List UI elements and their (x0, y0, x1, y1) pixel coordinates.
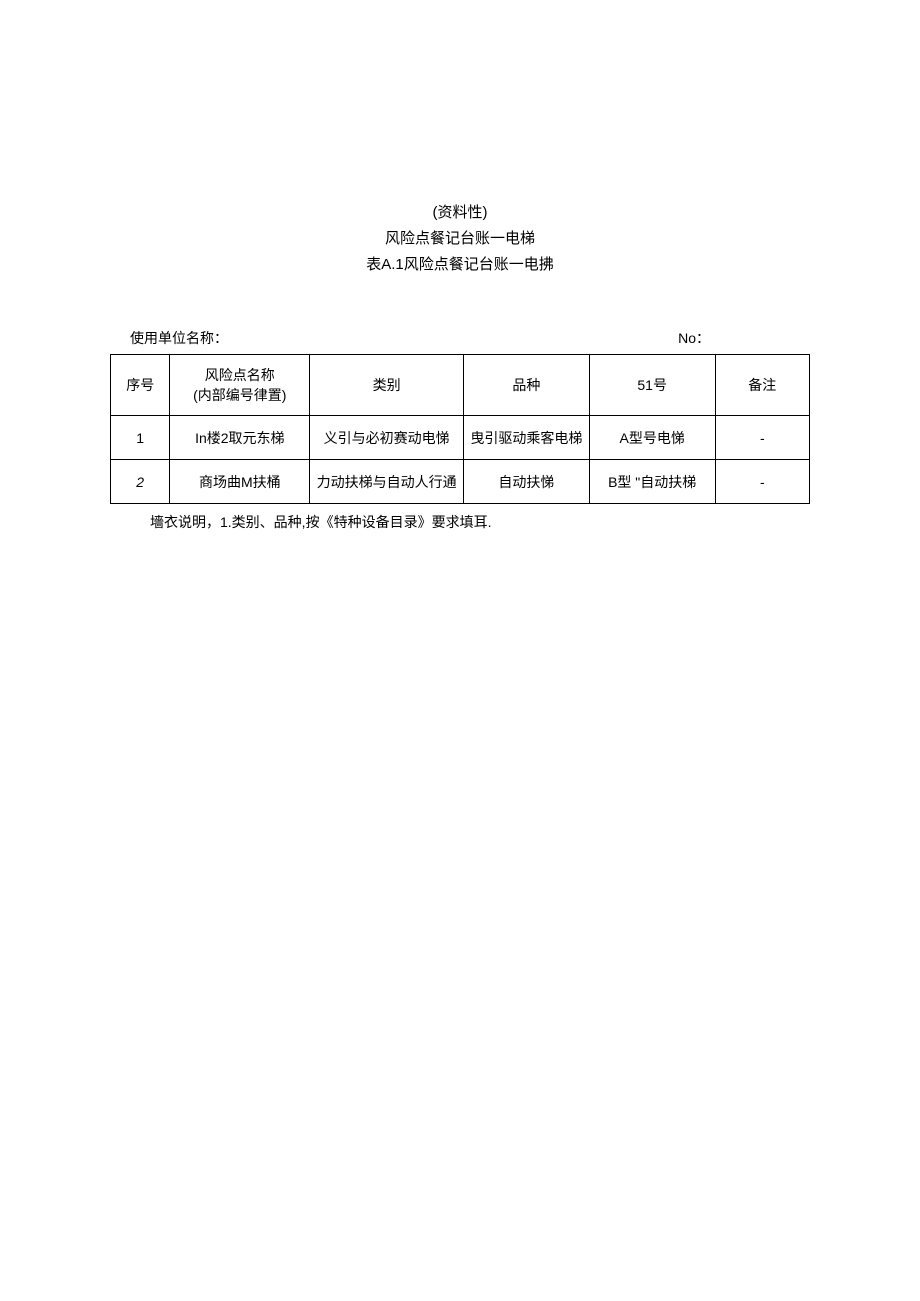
title-block: (资料性) 风险点餐记台账一电梯 表A.1风险点餐记台账一电拂 (110, 200, 810, 278)
cell-category: 力动扶梯与自动人行通 (310, 460, 464, 504)
cell-model: B型 "自动扶梯 (589, 460, 715, 504)
header-remark: 备注 (715, 355, 809, 416)
footnote: 墻衣说明，1.类别、品种,按《特种设备目录》要求填耳. (110, 504, 810, 532)
cell-name: In楼2取元东梯 (170, 416, 310, 460)
cell-type: 自动扶悌 (463, 460, 589, 504)
number-label: No： (678, 328, 790, 348)
header-name-line1: 风险点名称 (174, 365, 305, 385)
risk-table: 序号 风险点名称 (内部编号律置) 类别 品种 51号 备注 1 In楼2取元东… (110, 354, 810, 504)
cell-category: 义引与必初赛动电悌 (310, 416, 464, 460)
header-name: 风险点名称 (内部编号律置) (170, 355, 310, 416)
cell-model: A型号电悌 (589, 416, 715, 460)
meta-row: 使用单位名称： No： (110, 328, 810, 354)
document-page: (资料性) 风险点餐记台账一电梯 表A.1风险点餐记台账一电拂 使用单位名称： … (0, 0, 920, 532)
cell-type: 曳引驱动乘客电梯 (463, 416, 589, 460)
title-line-2: 风险点餐记台账一电梯 (110, 226, 810, 252)
table-row: 2 商场曲M扶桶 力动扶梯与自动人行通 自动扶悌 B型 "自动扶梯 - (111, 460, 810, 504)
title-line-1: (资料性) (110, 200, 810, 226)
header-name-line2: (内部编号律置) (174, 385, 305, 405)
cell-name: 商场曲M扶桶 (170, 460, 310, 504)
unit-name-label: 使用单位名称： (130, 328, 228, 348)
table-row: 1 In楼2取元东梯 义引与必初赛动电悌 曳引驱动乘客电梯 A型号电悌 - (111, 416, 810, 460)
cell-remark: - (715, 416, 809, 460)
cell-seq: 2 (111, 460, 170, 504)
header-model: 51号 (589, 355, 715, 416)
header-type: 品种 (463, 355, 589, 416)
header-category: 类别 (310, 355, 464, 416)
header-seq: 序号 (111, 355, 170, 416)
cell-remark: - (715, 460, 809, 504)
table-header-row: 序号 风险点名称 (内部编号律置) 类别 品种 51号 备注 (111, 355, 810, 416)
cell-seq: 1 (111, 416, 170, 460)
title-line-3: 表A.1风险点餐记台账一电拂 (110, 252, 810, 278)
